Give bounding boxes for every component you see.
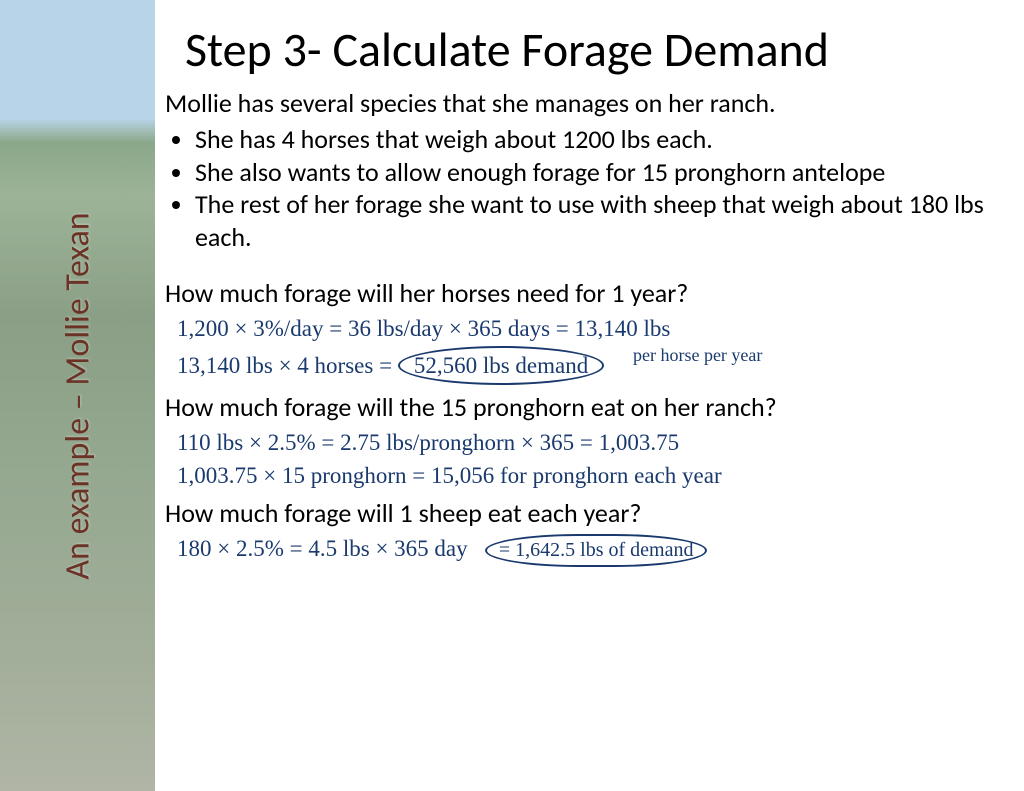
- sidebar-photo-strip: An example – Mollie Texan: [0, 0, 155, 791]
- bullet-list: She has 4 horses that weigh about 1200 l…: [165, 123, 1004, 253]
- hw-text: 110 lbs × 2.5% = 2.75 lbs/pronghorn × 36…: [177, 427, 1004, 458]
- question-2: How much forage will the 15 pronghorn ea…: [165, 391, 1004, 423]
- bullet-item: She also wants to allow enough forage fo…: [195, 156, 1004, 189]
- hw-note: per horse per year: [633, 346, 762, 366]
- hw-circled-answer: 52,560 lbs demand: [398, 346, 604, 385]
- bullet-item: The rest of her forage she want to use w…: [195, 188, 1004, 253]
- handwritten-work-2: 110 lbs × 2.5% = 2.75 lbs/pronghorn × 36…: [165, 427, 1004, 491]
- bullet-item: She has 4 horses that weigh about 1200 l…: [195, 123, 1004, 156]
- intro-text: Mollie has several species that she mana…: [165, 87, 1004, 119]
- slide-content: Step 3- Calculate Forage Demand Mollie h…: [155, 0, 1024, 791]
- handwritten-work-1: 1,200 × 3%/day = 36 lbs/day × 365 days =…: [165, 313, 1004, 385]
- slide-title: Step 3- Calculate Forage Demand: [165, 20, 1004, 79]
- hw-text: 1,200 × 3%/day = 36 lbs/day × 365 days =…: [177, 316, 670, 341]
- question-3: How much forage will 1 sheep eat each ye…: [165, 497, 1004, 529]
- hw-text: 1,003.75 × 15 pronghorn = 15,056 for pro…: [177, 460, 1004, 491]
- hw-text: 180 × 2.5% = 4.5 lbs × 365 day: [177, 536, 468, 561]
- question-1: How much forage will her horses need for…: [165, 277, 1004, 309]
- hw-circled-answer: = 1,642.5 lbs of demand: [485, 534, 708, 567]
- handwritten-work-3: 180 × 2.5% = 4.5 lbs × 365 day = 1,642.5…: [165, 533, 1004, 567]
- sidebar-label: An example – Mollie Texan: [57, 212, 98, 579]
- hw-text: 13,140 lbs × 4 horses =: [177, 353, 398, 378]
